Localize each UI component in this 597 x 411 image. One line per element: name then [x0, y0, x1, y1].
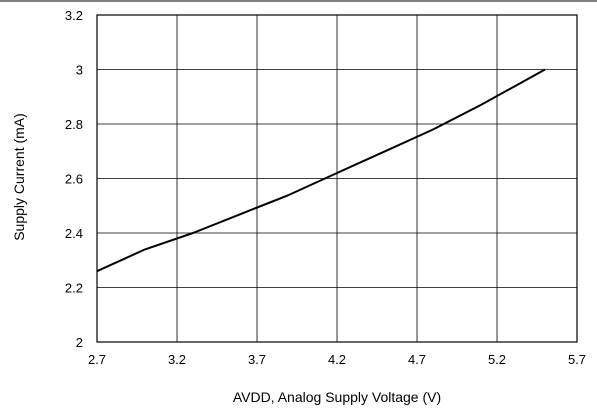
series-line [96, 68, 546, 273]
data-series [96, 68, 546, 273]
x-axis-title: AVDD, Analog Supply Voltage (V) [233, 389, 441, 405]
x-tick-label: 3.7 [248, 352, 266, 367]
y-tick-label: 2.2 [65, 281, 83, 296]
grid-lines [97, 15, 577, 342]
y-tick-label: 2 [76, 335, 83, 350]
x-tick-label: 5.7 [568, 352, 586, 367]
y-axis-title: Supply Current (mA) [11, 113, 27, 241]
y-tick-label: 2.8 [65, 117, 83, 132]
x-axis-ticks: 2.7 3.2 3.7 4.2 4.7 5.2 5.7 [88, 352, 586, 367]
x-tick-label: 4.7 [408, 352, 426, 367]
y-tick-label: 2.4 [65, 226, 83, 241]
y-tick-label: 3.2 [65, 8, 83, 23]
x-tick-label: 5.2 [488, 352, 506, 367]
x-tick-label: 3.2 [168, 352, 186, 367]
y-tick-label: 2.6 [65, 172, 83, 187]
y-tick-label: 3 [76, 63, 83, 78]
x-tick-label: 4.2 [328, 352, 346, 367]
x-tick-label: 2.7 [88, 352, 106, 367]
y-axis-ticks: 2 2.2 2.4 2.6 2.8 3 3.2 [65, 8, 83, 350]
